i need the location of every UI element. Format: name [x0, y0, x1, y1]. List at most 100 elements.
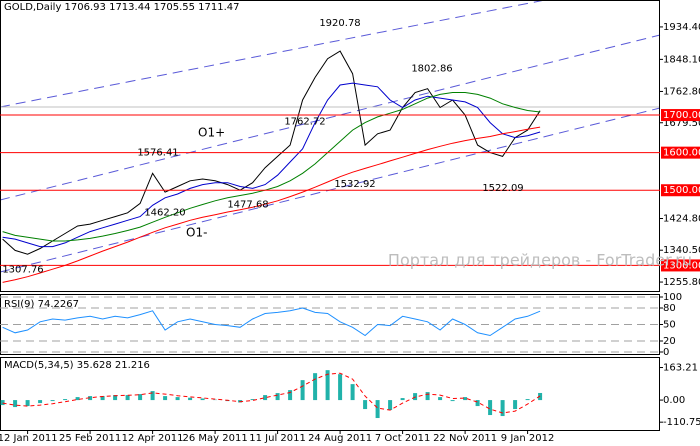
- line: [2, 92, 541, 242]
- x-tick-label: 25 Feb 2011: [59, 433, 121, 444]
- bar: [350, 384, 355, 401]
- y-tick-label: 1424.80: [663, 214, 700, 225]
- y-tick-label: 1762.80: [663, 86, 700, 97]
- bar: [38, 400, 43, 404]
- price-annotation: 1762.72: [284, 116, 325, 127]
- price-annotation: 1920.78: [319, 18, 360, 29]
- bar: [475, 400, 480, 407]
- bar: [438, 397, 443, 401]
- bar: [163, 396, 168, 401]
- bar: [525, 399, 530, 401]
- y-tick-label: 163.21: [663, 363, 698, 374]
- bar: [338, 374, 343, 401]
- price-annotation: 1532.92: [334, 179, 375, 190]
- bar: [125, 395, 130, 401]
- x-tick-label: 9 Jan 2012: [501, 433, 555, 444]
- y-tick-label: -110.751: [663, 417, 700, 428]
- frames: [0, 0, 660, 431]
- price-annotation: 1802.86: [411, 63, 452, 74]
- y-tick-label: 100: [663, 292, 682, 303]
- panel-title: MACD(5,34,5) 35.628 21.216: [4, 360, 150, 371]
- bar: [325, 370, 330, 401]
- bar: [0, 400, 5, 406]
- chart-note: O1+: [198, 126, 225, 140]
- bar: [263, 395, 268, 401]
- y-tick-label: 80: [663, 303, 676, 314]
- bar: [463, 397, 468, 401]
- bar: [538, 392, 543, 401]
- bar: [200, 398, 205, 401]
- bar: [250, 399, 255, 401]
- price-annotation: 1307.76: [2, 265, 43, 276]
- y-tick-label: 1848.10: [663, 54, 700, 65]
- panel-title: GOLD,Daily 1706.93 1713.44 1705.55 1711.…: [4, 2, 240, 13]
- x-tick-label: 12 Jan 2011: [0, 433, 58, 444]
- bar: [288, 390, 293, 401]
- bar: [25, 400, 30, 407]
- y-tick-label: 0: [663, 347, 669, 358]
- bar: [513, 400, 518, 410]
- bar: [300, 380, 305, 401]
- bar: [175, 397, 180, 401]
- bar: [88, 396, 93, 401]
- bar: [400, 398, 405, 401]
- bar: [450, 400, 455, 402]
- level-label: 1500.00: [663, 185, 700, 196]
- y-tick-label: 0.00: [663, 395, 685, 406]
- bar: [488, 400, 493, 416]
- macd-frame: [0, 357, 660, 431]
- channel-line: [0, 0, 546, 108]
- bar: [50, 400, 55, 402]
- level-label: 1700.00: [663, 110, 700, 121]
- level-box: [661, 109, 700, 122]
- bar: [425, 392, 430, 401]
- y-tick-label: 1255.80: [663, 277, 700, 288]
- channel-line: [0, 34, 661, 201]
- y-tick-label: 50: [663, 320, 676, 331]
- bar: [363, 400, 368, 410]
- y-tick-label: 20: [663, 336, 676, 347]
- line: [2, 50, 541, 255]
- price-annotation: 1462.20: [144, 207, 185, 218]
- x-tick-label: 7 Oct 2011: [375, 433, 430, 444]
- bar: [375, 400, 380, 419]
- line: [2, 307, 541, 337]
- main-frame: [0, 0, 660, 292]
- line: [2, 82, 541, 248]
- level-label: 1300.00: [663, 260, 700, 271]
- bar: [100, 396, 105, 401]
- bar: [75, 397, 80, 401]
- level-box: [661, 184, 700, 197]
- x-tick-label: 22 Nov 2011: [433, 433, 497, 444]
- x-tick-label: 12 Apr 2011: [122, 433, 184, 444]
- bar: [138, 394, 143, 401]
- bar: [63, 399, 68, 401]
- bar: [275, 393, 280, 401]
- bar: [500, 400, 505, 417]
- price-annotation: 1522.09: [482, 183, 523, 194]
- watermark: Портал для трейдеров - ForTrader.ru: [388, 251, 692, 270]
- price-annotation: 1477.68: [227, 200, 268, 211]
- chart-note: O1-: [186, 226, 207, 240]
- bar: [388, 400, 393, 411]
- x-tick-label: 11 Jul 2011: [249, 433, 306, 444]
- bar: [113, 395, 118, 401]
- panel-title: RSI(9) 74.2267: [4, 299, 79, 310]
- x-tick-label: 26 May 2011: [182, 433, 247, 444]
- level-label: 1600.00: [663, 148, 700, 159]
- bar: [188, 397, 193, 401]
- y-tick-label: 1679.50: [663, 118, 700, 129]
- line: [2, 126, 541, 283]
- y-tick-label: 1934.40: [663, 22, 700, 33]
- x-tick-label: 24 Aug 2011: [308, 433, 372, 444]
- level-box: [661, 259, 700, 272]
- bar: [13, 400, 18, 408]
- bar: [313, 373, 318, 401]
- bar: [150, 391, 155, 401]
- level-box: [661, 146, 700, 159]
- price-annotation: 1576.41: [137, 148, 178, 159]
- y-tick-label: 1340.50: [663, 245, 700, 256]
